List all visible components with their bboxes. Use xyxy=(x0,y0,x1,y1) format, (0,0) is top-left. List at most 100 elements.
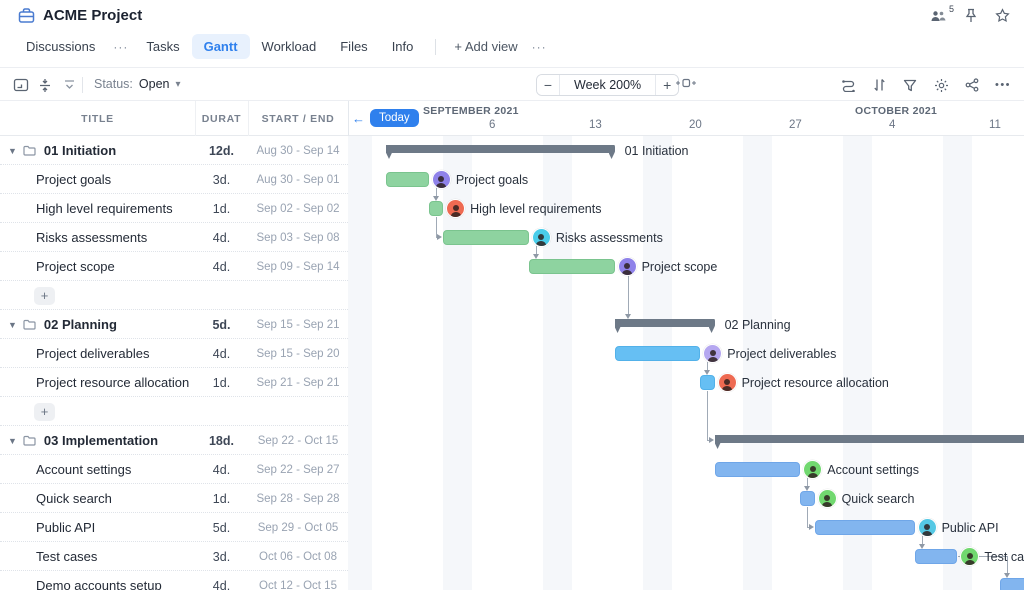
gantt-bar-project-resource-allocation[interactable] xyxy=(700,375,715,390)
gantt-bar-risks-assessments[interactable] xyxy=(443,230,529,245)
sort-icon[interactable] xyxy=(870,76,888,94)
gantt-bar-quick-search[interactable] xyxy=(800,491,815,506)
gantt-bar-project-scope[interactable] xyxy=(528,259,615,274)
tab-workload[interactable]: Workload xyxy=(261,39,317,54)
gantt-bar-public-api[interactable] xyxy=(814,520,915,535)
dependency-line xyxy=(1007,556,1009,573)
filter-icon[interactable] xyxy=(901,76,919,94)
gantt-bar-account-settings[interactable] xyxy=(714,462,801,477)
star-icon[interactable] xyxy=(995,8,1010,23)
fit-timeline-icon[interactable] xyxy=(676,77,696,89)
zoom-level-label[interactable]: Week 200% xyxy=(559,75,657,95)
more-icon[interactable]: ••• xyxy=(994,79,1012,91)
today-arrow-icon[interactable]: ← xyxy=(352,110,365,126)
tab-discussions[interactable]: Discussions xyxy=(26,39,96,54)
task-title-cell: Project deliverables xyxy=(0,339,195,368)
zoom-in-button[interactable]: + xyxy=(656,75,679,95)
task-duration-cell: 5d. xyxy=(212,520,231,535)
add-task-button[interactable]: + xyxy=(34,286,55,305)
task-dates-cell: Sep 21 - Sep 21 xyxy=(256,376,340,389)
gantt-bar-project-goals[interactable] xyxy=(386,172,429,187)
gantt-bar-demo-accounts-setup[interactable] xyxy=(1000,578,1024,590)
task-dates-cell: Sep 28 - Sep 28 xyxy=(256,492,340,505)
tab-files[interactable]: Files xyxy=(340,39,368,54)
dependency-arrow-icon xyxy=(808,524,814,530)
column-header-dates[interactable]: START / END xyxy=(261,112,335,125)
dependency-line xyxy=(707,362,709,370)
dependency-line xyxy=(807,478,809,486)
task-duration-cell: 4d. xyxy=(212,346,231,361)
task-dates-cell: Aug 30 - Sep 14 xyxy=(256,144,340,157)
chevron-down-icon[interactable]: ▼ xyxy=(8,435,17,446)
table-row-high-level-requirements[interactable]: High level requirements 1d. Sep 02 - Sep 0… xyxy=(0,194,348,223)
collapse-vertical-icon[interactable] xyxy=(36,76,54,94)
tab-tasks[interactable]: Tasks xyxy=(146,39,180,54)
task-title: High level requirements xyxy=(36,201,173,216)
members-icon[interactable]: 5 xyxy=(930,4,954,23)
assignee-avatar[interactable] xyxy=(960,546,980,566)
assignee-avatar[interactable] xyxy=(817,488,837,508)
share-icon[interactable] xyxy=(963,76,981,94)
snapshot-icon[interactable] xyxy=(12,76,30,94)
pin-icon[interactable] xyxy=(964,8,978,23)
summary-bar-01-initiation[interactable] xyxy=(386,145,615,153)
tabs-more-icon[interactable]: ··· xyxy=(531,39,547,54)
table-row-project-resource-allocation[interactable]: Project resource allocation 1d. Sep 21 - S… xyxy=(0,368,348,397)
add-task-row[interactable]: + xyxy=(0,397,348,426)
assignee-avatar[interactable] xyxy=(431,169,451,189)
summary-bar-cap xyxy=(386,145,392,159)
table-row-project-scope[interactable]: Project scope 4d. Sep 09 - Sep 14 xyxy=(0,252,348,281)
assignee-avatar[interactable] xyxy=(803,459,823,479)
table-row-risks-assessments[interactable]: Risks assessments 4d. Sep 03 - Sep 08 xyxy=(0,223,348,252)
column-header-duration[interactable]: DURAT xyxy=(201,112,242,125)
table-row-test-cases[interactable]: Test cases 3d. Oct 06 - Oct 08 xyxy=(0,542,348,571)
task-dates-cell: Sep 29 - Oct 05 xyxy=(257,521,339,534)
gantt-bar-project-deliverables[interactable] xyxy=(614,346,701,361)
collapse-all-icon[interactable] xyxy=(60,76,78,94)
task-title-cell: Quick search xyxy=(0,484,195,513)
table-row-public-api[interactable]: Public API 5d. Sep 29 - Oct 05 xyxy=(0,513,348,542)
table-row-demo-accounts-setup[interactable]: Demo accounts setup 4d. Oct 12 - Oct 15 xyxy=(0,571,348,590)
status-filter[interactable]: Status: Open ▾ xyxy=(94,77,181,91)
task-dates-cell: Sep 03 - Sep 08 xyxy=(256,231,340,244)
table-row-account-settings[interactable]: Account settings 4d. Sep 22 - Sep 27 xyxy=(0,455,348,484)
add-task-button[interactable]: + xyxy=(34,402,55,421)
dependencies-icon[interactable] xyxy=(839,76,857,94)
add-task-row[interactable]: + xyxy=(0,281,348,310)
task-title-cell: Demo accounts setup xyxy=(0,571,195,590)
task-title: Risks assessments xyxy=(36,230,148,245)
folder-icon xyxy=(23,145,36,156)
assignee-avatar[interactable] xyxy=(717,372,737,392)
assignee-avatar[interactable] xyxy=(917,517,937,537)
tabs-row: Discussions ··· Tasks Gantt Workload Files Inf… xyxy=(14,34,553,59)
assignee-avatar[interactable] xyxy=(531,227,551,247)
tab-gantt[interactable]: Gantt xyxy=(191,34,250,59)
assignee-avatar[interactable] xyxy=(617,256,637,276)
today-button[interactable]: Today xyxy=(370,109,419,127)
gantt-bar-high-level-requirements[interactable] xyxy=(428,201,444,216)
assignee-avatar[interactable] xyxy=(446,198,466,218)
table-row-project-goals[interactable]: Project goals 3d. Aug 30 - Sep 01 xyxy=(0,165,348,194)
summary-bar-03-implementation[interactable] xyxy=(714,435,1024,443)
table-row-02-planning[interactable]: ▼ 02 Planning 5d. Sep 15 - Sep 21 xyxy=(0,310,348,339)
week-tick-label: 11 xyxy=(988,119,1001,131)
tab-info[interactable]: Info xyxy=(391,39,414,54)
gantt-bar-test-cases[interactable] xyxy=(914,549,958,564)
assignee-avatar[interactable] xyxy=(703,343,723,363)
table-row-quick-search[interactable]: Quick search 1d. Sep 28 - Sep 28 xyxy=(0,484,348,513)
tab-overflow-icon[interactable]: ··· xyxy=(113,39,129,54)
tabs-divider xyxy=(435,38,437,55)
summary-bar-02-planning[interactable] xyxy=(614,319,715,327)
add-view-button[interactable]: + Add view xyxy=(454,39,518,54)
zoom-out-button[interactable]: − xyxy=(537,75,559,95)
task-title-cell: High level requirements xyxy=(0,194,195,223)
chevron-down-icon[interactable]: ▼ xyxy=(8,145,17,156)
table-row-03-implementation[interactable]: ▼ 03 Implementation 18d. Sep 22 - Oct 15 xyxy=(0,426,348,455)
column-header-title[interactable]: TITLE xyxy=(81,112,114,125)
table-row-project-deliverables[interactable]: Project deliverables 4d. Sep 15 - Sep 20 xyxy=(0,339,348,368)
table-row-01-initiation[interactable]: ▼ 01 Initiation 12d. Aug 30 - Sep 14 xyxy=(0,136,348,165)
settings-icon[interactable] xyxy=(932,76,950,94)
gantt-bar-label: High level requirements xyxy=(470,201,602,216)
chevron-down-icon[interactable]: ▼ xyxy=(8,319,17,330)
task-title-cell: + xyxy=(0,397,195,426)
